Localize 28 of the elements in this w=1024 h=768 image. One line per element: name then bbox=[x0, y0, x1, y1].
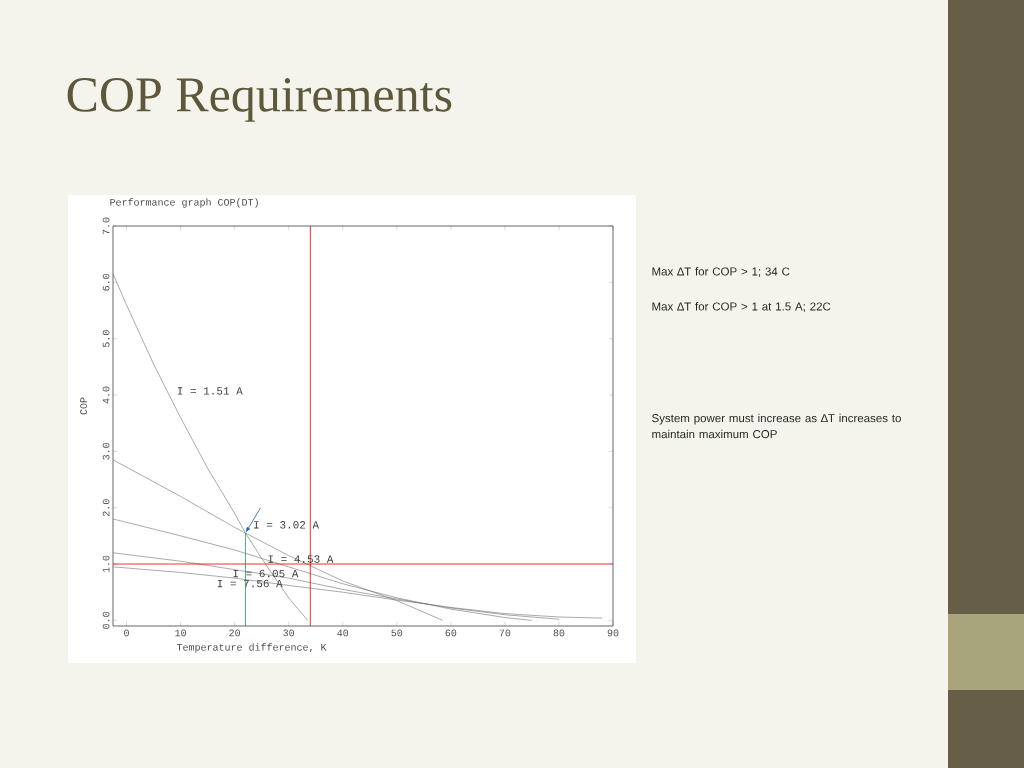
y-tick-label: 0.0 bbox=[102, 611, 110, 629]
x-tick-label: 70 bbox=[499, 629, 511, 637]
x-tick-label: 80 bbox=[553, 629, 565, 637]
y-tick-label: 6.0 bbox=[102, 273, 110, 291]
x-tick-label: 90 bbox=[607, 629, 619, 637]
x-tick-label: 60 bbox=[445, 629, 457, 637]
chart-subtitle: Performance graph COP(DT) bbox=[110, 198, 258, 208]
series-label: I = 3.02 A bbox=[254, 521, 320, 529]
chart-title: COP Requirements bbox=[67, 78, 452, 122]
x-axis-title: Temperature difference, K bbox=[176, 643, 327, 653]
x-tick-label: 10 bbox=[175, 629, 186, 637]
y-tick-label: 5.0 bbox=[102, 330, 110, 348]
text: System power must increase as ∆T increases to maintain maximum COP bbox=[652, 413, 901, 439]
x-tick-label: 20 bbox=[229, 629, 241, 637]
x-tick-label: 40 bbox=[337, 629, 349, 637]
x-tick-label: 50 bbox=[391, 629, 403, 637]
y-tick-label: 2.0 bbox=[102, 499, 110, 516]
y-axis-title: COP bbox=[80, 397, 87, 415]
x-tick-label: 30 bbox=[283, 629, 295, 637]
text: Max ∆T for COP > 1 at 1.5 A; 22C bbox=[652, 302, 831, 312]
y-tick-label: 1.0 bbox=[102, 555, 110, 573]
y-tick-label: 7.0 bbox=[102, 217, 110, 235]
text: Max ∆T for COP > 1; 34 C bbox=[652, 267, 790, 277]
series-label: I = 1.51 A bbox=[177, 387, 243, 395]
series-label: I = 6.05 A bbox=[233, 569, 299, 578]
y-tick-label: 4.0 bbox=[102, 386, 110, 404]
y-tick-label: 3.0 bbox=[102, 442, 110, 460]
x-tick-label: 0 bbox=[124, 629, 129, 637]
